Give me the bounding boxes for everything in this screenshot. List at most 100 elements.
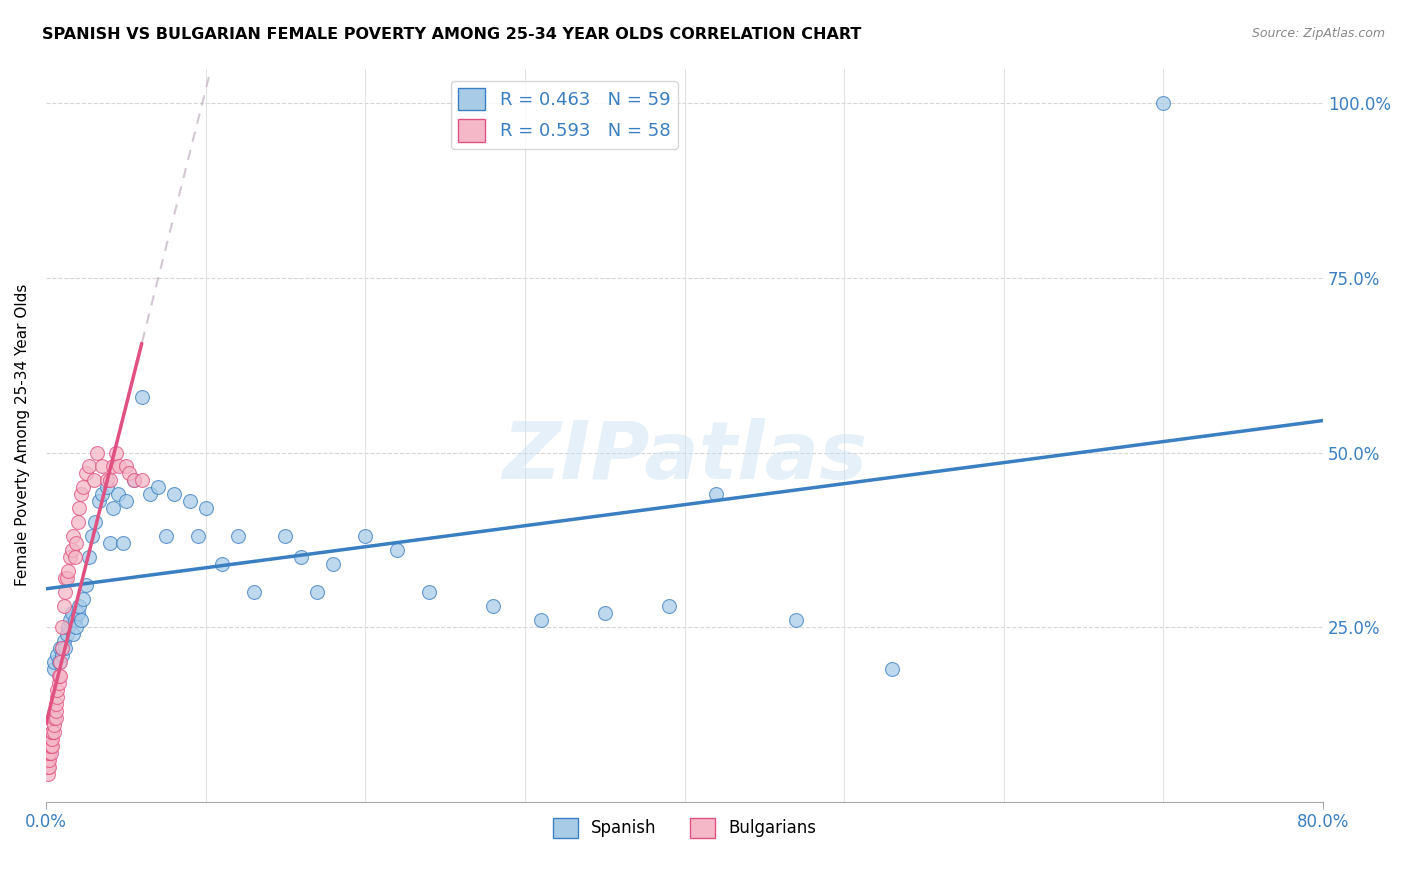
Point [62,627,84,641]
Point [48,669,70,683]
Text: SPANISH VS BULGARIAN FEMALE POVERTY AMONG 25-34 YEAR OLDS CORRELATION CHART: SPANISH VS BULGARIAN FEMALE POVERTY AMON… [42,27,862,42]
Point [155,529,177,543]
Point [880,662,903,676]
Point [58,564,80,578]
Point [118,467,141,481]
Point [66,606,89,620]
Point [69,599,91,613]
Point [42,724,65,739]
Point [38,759,60,773]
Point [63,550,86,565]
Point [322,558,344,572]
Point [530,613,553,627]
Point [39,739,62,753]
Point [41,724,63,739]
Point [49,640,72,655]
Point [58,620,80,634]
Point [38,746,60,760]
Point [51,648,73,662]
Point [418,585,440,599]
Point [60,543,83,558]
Point [211,558,233,572]
Point [72,592,94,607]
Point [98,536,121,550]
Point [51,620,73,634]
Point [37,753,59,767]
Point [354,529,377,543]
Point [70,487,93,501]
Point [90,459,112,474]
Point [105,445,128,459]
Point [72,480,94,494]
Point [385,543,408,558]
Point [46,648,69,662]
Point [96,480,118,494]
Point [96,474,118,488]
Text: ZIPatlas: ZIPatlas [502,418,868,496]
Point [83,474,105,488]
Point [53,640,76,655]
Point [52,634,75,648]
Point [131,474,153,488]
Point [66,516,89,530]
Point [122,474,145,488]
Point [42,718,65,732]
Point [84,516,107,530]
Point [65,536,87,550]
Point [163,487,186,501]
Point [63,613,86,627]
Point [39,739,62,753]
Point [59,550,82,565]
Point [41,731,63,746]
Point [107,487,129,501]
Point [114,494,136,508]
Point [51,640,73,655]
Point [111,536,134,550]
Point [41,739,63,753]
Point [70,613,93,627]
Point [122,474,145,488]
Point [39,746,62,760]
Point [62,529,84,543]
Point [75,467,97,481]
Point [187,529,209,543]
Point [108,459,131,474]
Point [785,613,807,627]
Point [42,711,65,725]
Point [37,766,59,780]
Point [658,599,681,613]
Point [226,529,249,543]
Point [194,501,217,516]
Point [53,585,76,599]
Point [41,724,63,739]
Point [53,571,76,585]
Point [49,669,72,683]
Point [114,459,136,474]
Point [101,501,124,516]
Point [46,690,69,704]
Point [42,655,65,669]
Point [274,529,297,543]
Point [38,753,60,767]
Point [77,459,100,474]
Point [55,571,77,585]
Y-axis label: Female Poverty Among 25-34 Year Olds: Female Poverty Among 25-34 Year Olds [15,284,30,586]
Legend: Spanish, Bulgarians: Spanish, Bulgarians [546,811,823,845]
Text: Source: ZipAtlas.com: Source: ZipAtlas.com [1251,27,1385,40]
Point [46,682,69,697]
Point [101,459,124,474]
Point [51,640,73,655]
Point [65,620,87,634]
Point [48,676,70,690]
Point [82,529,104,543]
Point [77,550,100,565]
Point [706,487,728,501]
Point [48,655,70,669]
Point [1153,96,1175,111]
Point [42,662,65,676]
Point [482,599,505,613]
Point [139,487,162,501]
Point [45,704,67,718]
Point [49,655,72,669]
Point [593,606,616,620]
